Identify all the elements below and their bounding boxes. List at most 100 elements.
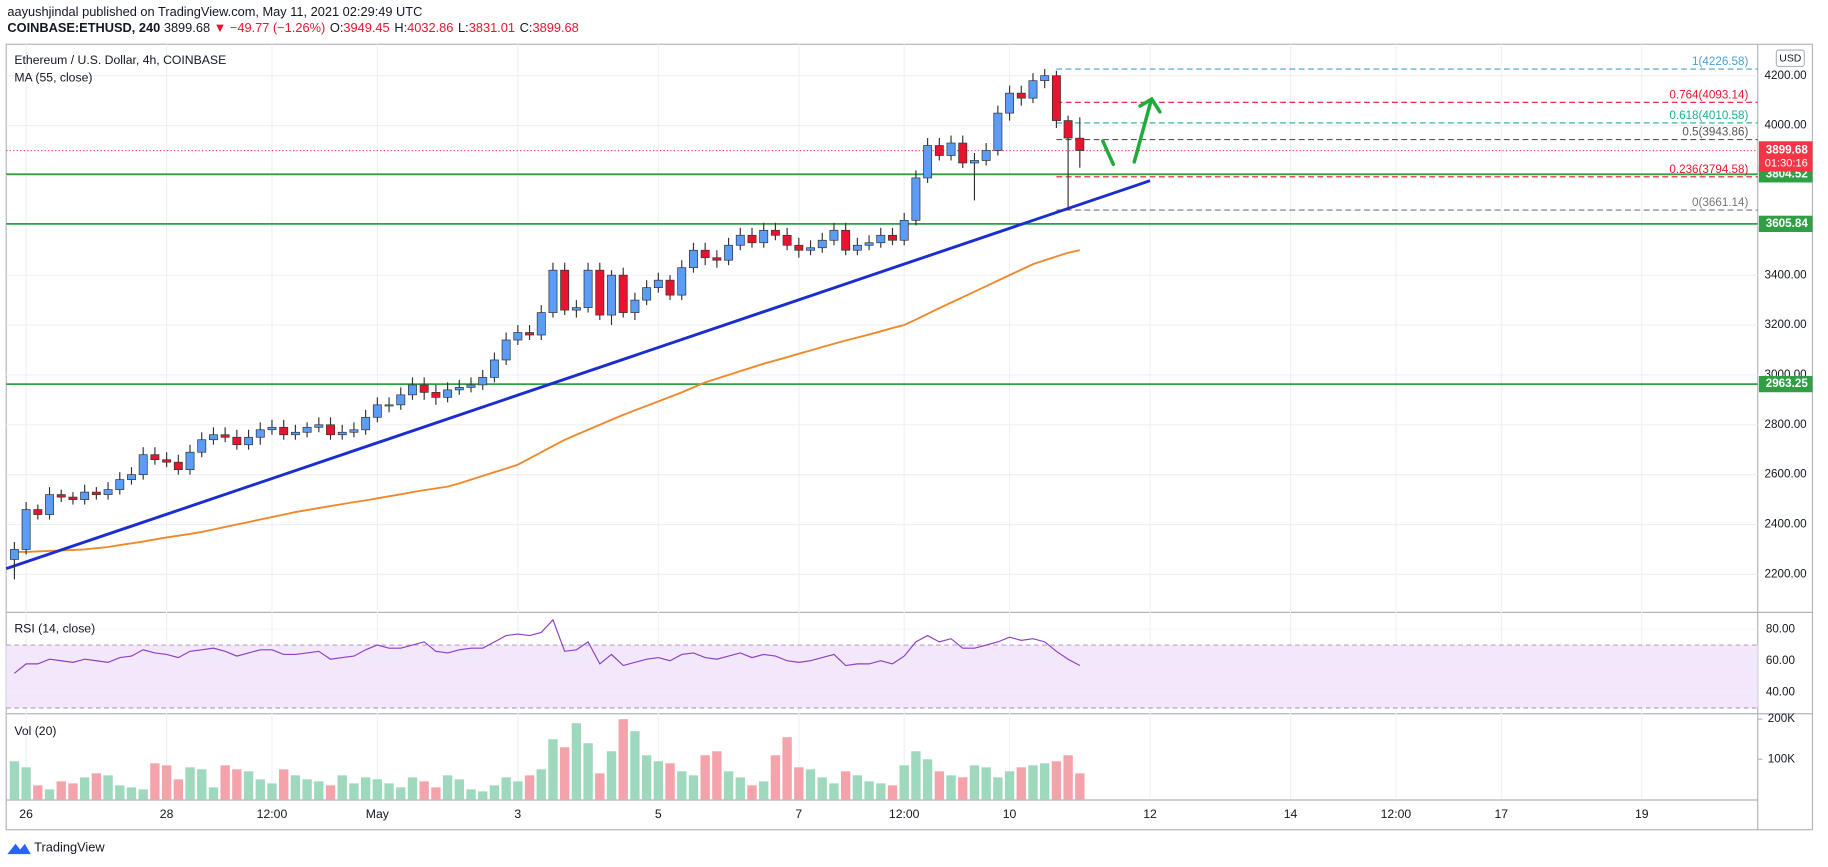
candle-body bbox=[267, 426, 277, 431]
candle-body bbox=[607, 274, 616, 316]
volume-bar bbox=[501, 777, 511, 800]
candle-body bbox=[244, 436, 254, 446]
volume-bar bbox=[700, 755, 710, 800]
volume-bar bbox=[349, 783, 359, 800]
candle-body bbox=[91, 491, 101, 495]
last-price-label: 3899.68 bbox=[1766, 144, 1809, 157]
vol-label: Vol (20) bbox=[14, 724, 56, 738]
x-tick-label: May bbox=[366, 807, 390, 821]
candle-body bbox=[969, 160, 979, 164]
candle-body bbox=[841, 229, 851, 251]
candle-body bbox=[911, 177, 921, 221]
volume-bar bbox=[548, 739, 558, 800]
candle-body bbox=[443, 389, 453, 398]
candle-body bbox=[689, 249, 698, 269]
candle-body bbox=[747, 234, 757, 244]
volume-bar bbox=[1016, 767, 1026, 800]
candle-body bbox=[9, 549, 19, 560]
rsi-label: RSI (14, close) bbox=[14, 622, 95, 636]
volume-bar bbox=[899, 765, 909, 800]
volume-bar bbox=[876, 783, 886, 800]
y-tick-label: 4000.00 bbox=[1765, 119, 1808, 132]
volume-bar bbox=[56, 781, 66, 800]
candle-body bbox=[665, 279, 675, 296]
fib-label: 0.764(4093.14) bbox=[1669, 88, 1748, 101]
volume-bar bbox=[33, 785, 43, 800]
y-tick-label: 2400.00 bbox=[1765, 518, 1808, 531]
candle-body bbox=[279, 426, 289, 436]
y-tick-label: 2600.00 bbox=[1765, 468, 1808, 481]
x-tick-label: 3 bbox=[514, 807, 521, 821]
volume-bar bbox=[665, 763, 675, 800]
candle-body bbox=[478, 377, 488, 386]
candle-body bbox=[630, 299, 640, 313]
candle-body bbox=[431, 392, 441, 398]
x-tick-label: 14 bbox=[1284, 807, 1298, 821]
fib-label: 0.236(3794.58) bbox=[1669, 163, 1748, 176]
candle-body bbox=[255, 429, 265, 438]
volume-bar bbox=[735, 777, 745, 800]
volume-bar bbox=[103, 775, 113, 800]
footer-text: TradingView bbox=[34, 840, 105, 855]
candle-body bbox=[396, 394, 406, 406]
candle-body bbox=[548, 269, 558, 313]
candle-body bbox=[864, 242, 874, 246]
candle-body bbox=[185, 451, 195, 471]
candle-body bbox=[232, 436, 242, 446]
volume-bar bbox=[958, 777, 968, 800]
candle-body bbox=[466, 384, 476, 388]
ohlc-value: 3831.01 bbox=[469, 21, 515, 36]
chart-title: Ethereum / U.S. Dollar, 4h, COINBASE bbox=[14, 53, 226, 67]
ohlc-value: 3899.68 bbox=[532, 21, 578, 36]
volume-bar bbox=[1004, 771, 1015, 800]
rsi-line bbox=[14, 618, 1081, 674]
volume-bar bbox=[454, 779, 464, 800]
volume-bar bbox=[115, 785, 125, 800]
x-tick-label: 12:00 bbox=[257, 807, 288, 821]
volume-bar bbox=[571, 723, 582, 800]
candle-body bbox=[1016, 92, 1026, 99]
countdown: 01:30:16 bbox=[1765, 157, 1808, 169]
volume-bar bbox=[969, 765, 980, 800]
candle-body bbox=[103, 489, 113, 495]
x-tick-label: 28 bbox=[160, 807, 174, 821]
rsi-tick-label: 80.00 bbox=[1766, 622, 1796, 635]
candle-body bbox=[33, 509, 43, 515]
candle-body bbox=[150, 454, 160, 461]
candle-body bbox=[337, 431, 347, 436]
candle-body bbox=[173, 461, 183, 471]
candle-body bbox=[290, 431, 300, 436]
volume-bar bbox=[559, 747, 570, 800]
volume-bar bbox=[442, 775, 453, 800]
volume-bar bbox=[407, 777, 418, 800]
candle-body bbox=[571, 307, 581, 311]
volume-bar bbox=[1028, 765, 1038, 800]
candle-body bbox=[1005, 92, 1015, 114]
volume-bar bbox=[337, 775, 347, 800]
ma-label: MA (55, close) bbox=[14, 70, 92, 84]
volume-bar bbox=[138, 789, 148, 800]
volume-bar bbox=[688, 775, 699, 800]
volume-bar bbox=[946, 775, 956, 800]
volume-bar bbox=[466, 789, 476, 800]
volume-bar bbox=[243, 771, 254, 800]
y-tick-label: 4200.00 bbox=[1765, 69, 1808, 82]
logo bbox=[7, 843, 31, 855]
volume-bar bbox=[641, 755, 652, 800]
level-label: 2963.25 bbox=[1766, 377, 1809, 390]
change: ▼ −49.77 (−1.26%) bbox=[214, 21, 326, 36]
candle-body bbox=[1075, 137, 1085, 151]
volume-bar bbox=[290, 775, 301, 800]
volume-bar bbox=[173, 779, 184, 800]
candle-body bbox=[829, 229, 839, 241]
volume-bar bbox=[583, 743, 593, 800]
candle-body bbox=[1051, 75, 1061, 121]
ohlc-value: 3949.45 bbox=[343, 21, 389, 36]
level-label: 3605.84 bbox=[1766, 217, 1809, 230]
volume-bar bbox=[419, 781, 429, 800]
volume-bar bbox=[255, 779, 265, 800]
candle-body bbox=[115, 479, 125, 490]
volume-bar bbox=[185, 767, 195, 800]
volume-bar bbox=[325, 785, 336, 800]
volume-bar bbox=[653, 761, 664, 800]
